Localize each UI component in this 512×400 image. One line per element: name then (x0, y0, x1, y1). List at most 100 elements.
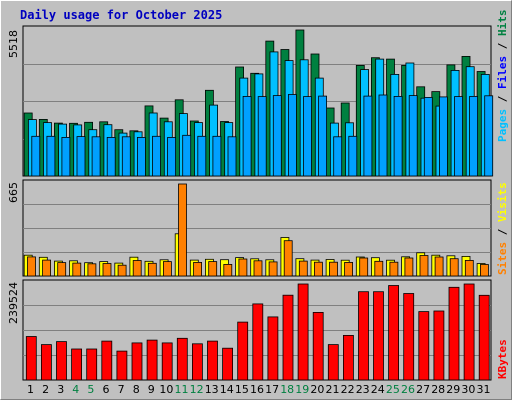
bar-sites-day-11 (178, 183, 187, 277)
legend-files: Files (496, 56, 509, 89)
bar-kbytes-day-5 (86, 348, 98, 381)
bar-kbytes-day-13 (207, 340, 218, 381)
x-tick-label-day-29: 29 (446, 383, 460, 396)
bar-kbytes-day-29 (448, 286, 460, 381)
bar-kbytes-day-30 (463, 283, 475, 381)
bar-pages-day-14 (227, 136, 237, 177)
bar-sites-day-5 (87, 263, 97, 277)
x-tick-label-day-3: 3 (57, 383, 64, 396)
bar-pages-day-17 (272, 95, 282, 177)
y-axis-max-label: 239524 (7, 282, 20, 324)
bar-sites-day-23 (359, 257, 369, 277)
bar-sites-day-15 (238, 258, 248, 277)
bar-kbytes-day-7 (116, 350, 128, 381)
legend-visits: Visits (496, 182, 509, 222)
bar-pages-day-26 (408, 95, 418, 177)
chart-title: Daily usage for October 2025 (20, 8, 222, 22)
bar-kbytes-day-6 (101, 340, 113, 381)
y-axis-max-label: 665 (7, 182, 20, 203)
x-tick-label-day-4: 4 (72, 383, 79, 396)
bar-sites-day-31 (479, 264, 489, 277)
bar-sites-day-20 (313, 261, 323, 277)
bar-kbytes-day-20 (312, 311, 324, 381)
x-tick-label-day-11: 11 (175, 383, 189, 396)
bar-kbytes-day-19 (297, 283, 309, 381)
bar-sites-day-21 (329, 261, 338, 277)
bar-sites-day-19 (298, 260, 308, 277)
bar-sites-day-3 (57, 262, 67, 277)
bar-sites-day-7 (117, 264, 127, 277)
bar-kbytes-day-25 (388, 285, 400, 381)
bar-sites-day-10 (162, 261, 172, 277)
x-tick-label-day-22: 22 (341, 383, 355, 396)
bar-sites-day-1 (27, 256, 36, 277)
bar-kbytes-day-14 (222, 347, 234, 381)
x-tick-label-day-8: 8 (133, 383, 140, 396)
bar-kbytes-day-22 (342, 334, 354, 381)
bar-pages-day-10 (167, 136, 177, 177)
x-tick-label-day-27: 27 (416, 383, 430, 396)
bar-pages-day-2 (46, 135, 56, 177)
bar-kbytes-day-23 (358, 291, 369, 381)
bar-kbytes-day-10 (161, 342, 173, 381)
x-tick-label-day-10: 10 (159, 383, 173, 396)
bar-sites-day-9 (147, 262, 157, 277)
bar-sites-day-26 (404, 257, 414, 277)
bar-pages-day-24 (378, 94, 388, 177)
x-tick-label-day-12: 12 (190, 383, 204, 396)
legend: Pages / Files / Hits (496, 10, 509, 143)
bar-kbytes-day-12 (191, 343, 203, 381)
bar-sites-day-13 (208, 261, 218, 277)
bar-pages-day-29 (454, 96, 463, 177)
bar-pages-day-18 (287, 94, 297, 177)
x-tick-label-day-17: 17 (265, 383, 279, 396)
x-tick-label-day-1: 1 (27, 383, 34, 396)
bar-pages-day-30 (469, 96, 479, 177)
bar-pages-day-23 (363, 95, 373, 177)
y-axis-max-label: 5518 (7, 30, 20, 58)
bar-kbytes-day-3 (56, 341, 67, 381)
bar-sites-day-22 (344, 261, 354, 277)
legend-hits: Hits (496, 10, 509, 37)
bar-kbytes-day-2 (41, 344, 52, 381)
bar-kbytes-day-1 (25, 336, 37, 381)
bar-sites-day-2 (42, 259, 51, 277)
bar-pages-day-4 (76, 136, 86, 177)
bar-pages-day-16 (257, 96, 267, 177)
bar-sites-day-29 (449, 258, 459, 277)
x-tick-label-day-18: 18 (280, 383, 294, 396)
bar-kbytes-day-24 (373, 291, 384, 381)
x-tick-label-day-15: 15 (235, 383, 249, 396)
bar-sites-day-18 (283, 240, 293, 277)
bar-sites-day-12 (193, 261, 203, 277)
x-tick-label-day-19: 19 (295, 383, 309, 396)
x-tick-label-day-20: 20 (310, 383, 324, 396)
bar-pages-day-21 (333, 136, 343, 177)
bar-pages-day-13 (212, 135, 222, 177)
bar-pages-day-25 (393, 96, 403, 177)
bar-sites-day-25 (389, 261, 399, 277)
bar-pages-day-8 (136, 136, 146, 177)
legend-kbytes: KBytes (496, 339, 509, 379)
bar-pages-day-31 (484, 95, 494, 177)
bar-kbytes-day-26 (403, 293, 415, 381)
bar-kbytes-day-21 (327, 344, 339, 381)
bar-pages-day-15 (242, 96, 252, 177)
bar-sites-day-27 (419, 255, 429, 277)
bar-pages-day-19 (303, 96, 312, 177)
bar-sites-day-17 (268, 261, 278, 277)
bar-kbytes-day-18 (282, 294, 294, 381)
bar-sites-day-30 (464, 259, 474, 277)
bar-kbytes-day-28 (433, 310, 445, 381)
bar-pages-day-20 (318, 95, 328, 177)
bar-sites-day-14 (223, 263, 233, 277)
bar-sites-day-28 (434, 256, 444, 277)
x-tick-label-day-30: 30 (461, 383, 475, 396)
bar-pages-day-3 (61, 136, 71, 177)
x-tick-label-day-13: 13 (205, 383, 219, 396)
bar-kbytes-day-27 (418, 311, 430, 381)
bar-sites-day-6 (102, 263, 112, 277)
